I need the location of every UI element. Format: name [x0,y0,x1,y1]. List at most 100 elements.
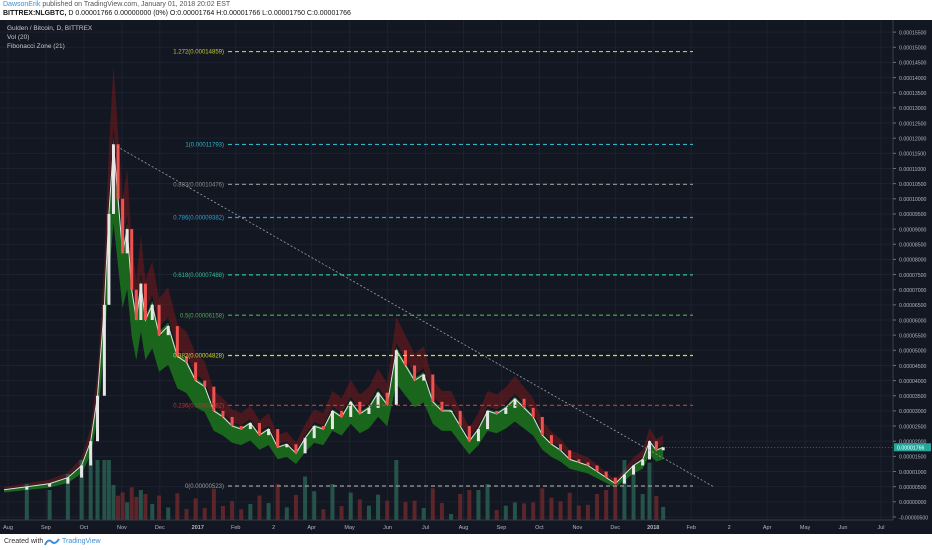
y-tick-label: 0.00010500 [899,182,927,188]
volume-bar [116,495,121,520]
volume-bar [403,502,408,520]
volume-bar [540,488,545,520]
candle [376,392,380,408]
volume-bar [202,508,207,520]
candle [102,304,106,396]
candle [212,386,216,411]
volume-bar [604,490,609,520]
x-tick-label: Oct [80,525,89,531]
volume-bar [494,510,499,520]
y-tick-label: 0.00006500 [899,303,927,309]
candle [139,283,143,320]
volume-bar [531,502,536,520]
legend-vol: Vol (20) [7,34,30,41]
candle [559,444,563,451]
volume-bar [631,474,636,520]
volume-bar [467,490,472,520]
chart-header: DawsonErik published on TradingView.com,… [0,0,932,20]
created-with-text: Created with [4,538,44,545]
volume-bar [330,484,335,520]
candle [285,444,289,448]
volume-bar [284,507,289,520]
tradingview-logo[interactable]: TradingView [44,536,124,548]
y-tick-label: 0.00010000 [899,197,927,203]
candle [413,365,417,381]
y-tick-label: 0.00012000 [899,136,927,142]
candle [321,426,325,430]
candle [221,410,225,417]
candle [349,401,353,417]
x-tick-label: Apr [307,525,316,531]
x-tick-label: May [800,525,811,531]
fib-zone-red [4,65,664,490]
fib-level-label: 0(0.00000523) [185,484,224,490]
volume-bar [65,474,70,520]
volume-bar [230,501,235,520]
candle [467,426,471,442]
candle [641,459,645,466]
y-tick-label: 0.00011500 [899,152,926,158]
x-tick-label: Sep [41,525,51,531]
x-tick-label: Feb [686,525,695,531]
volume-bar [175,493,180,520]
volume-bar [166,507,171,520]
candle [66,477,70,484]
author-link[interactable]: DawsonErik [3,1,41,8]
candle [194,362,198,381]
candle [440,401,444,411]
volume-bar [385,500,390,520]
candle [48,483,52,487]
candle [230,416,234,427]
candle [116,144,120,199]
candle [394,350,398,405]
y-tick-label: 0.00002000 [899,440,927,446]
volume-bar [257,495,262,520]
last-price-label: 0.00001766 [897,445,925,451]
candle [486,410,490,430]
publish-line: DawsonErik published on TradingView.com,… [3,1,230,8]
volume-bar [303,476,308,520]
volume-bar [585,504,590,520]
volume-bar [640,494,645,520]
candle [125,229,129,254]
volume-bar [647,462,652,520]
y-tick-label: 0.00011000 [899,167,926,173]
candle [549,435,553,445]
candle [80,465,84,478]
volume-bar [503,505,508,520]
candle [661,447,665,451]
price-line [3,144,664,491]
candle [184,356,188,363]
volume-bar [549,497,554,520]
x-tick-label: Jun [383,525,392,531]
volume-bar [138,490,143,520]
price-chart[interactable]: 1.272(0.00014859) 1(0.00011793) 0.883(0.00… [0,20,932,534]
candle [476,429,480,442]
fib-level-label: 0.236(0.00003182) [173,404,224,410]
fib-level-label: 0.786(0.00009382) [173,216,224,222]
y-tick-label: 0.00009000 [899,227,927,233]
volume-bar [134,496,139,520]
candle [403,350,407,366]
volume-bar [321,509,326,520]
candle [449,410,453,412]
y-tick-label: 0.00014000 [899,76,927,82]
candle [340,410,344,417]
candle [294,444,298,454]
volume-bar [522,503,527,520]
candle [267,429,271,436]
volume-bar [106,460,111,520]
candle [367,407,371,414]
legend-fib: Fibonacci Zone (21) [7,43,65,50]
x-tick-label: 2017 [192,525,204,531]
volume-bar [275,484,280,520]
x-tick-label: Jul [422,525,429,531]
x-tick-label: Aug [3,525,13,531]
x-tick-label: Feb [231,525,240,531]
fib-level-label: 0.5(0.00006158) [180,313,224,319]
candle [540,416,544,436]
candle [577,459,581,463]
candle [157,304,161,336]
y-tick-label: 0.00003000 [899,409,927,415]
volume-bar [339,506,344,520]
